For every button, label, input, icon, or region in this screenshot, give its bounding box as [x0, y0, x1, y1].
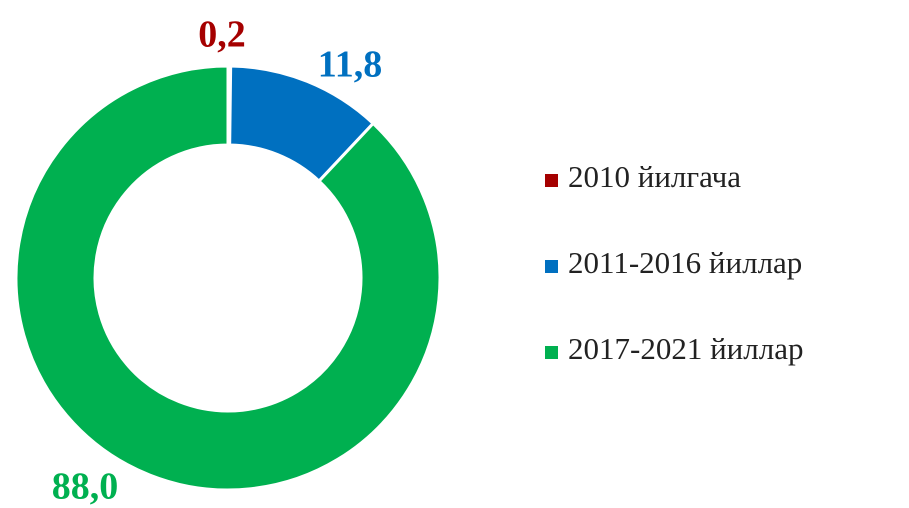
legend-swatch	[545, 346, 558, 359]
legend-label: 2017-2021 йиллар	[568, 331, 803, 366]
legend-label: 2011-2016 йиллар	[568, 245, 802, 280]
legend-swatch	[545, 260, 558, 273]
donut-segment	[14, 64, 442, 492]
data-label: 11,8	[318, 44, 382, 86]
data-label: 88,0	[52, 466, 119, 508]
data-label: 0,2	[198, 14, 246, 56]
legend-label: 2010 йилгача	[568, 159, 741, 194]
legend-swatch	[545, 174, 558, 187]
